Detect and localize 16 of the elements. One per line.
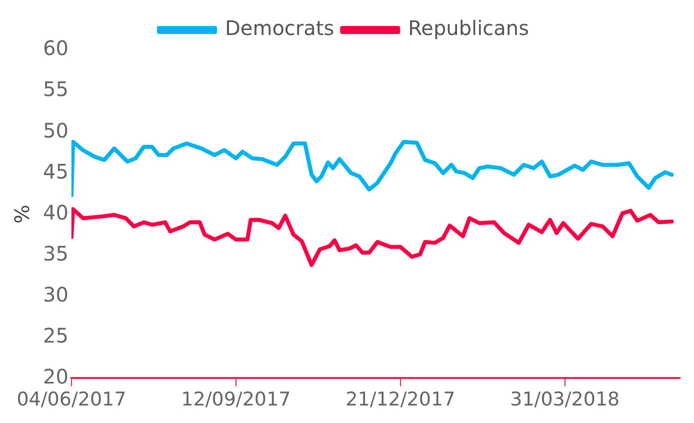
y-tick-label: 50 [42,118,68,142]
y-tick-label: 55 [42,77,68,102]
y-tick-label: 45 [42,159,68,184]
legend-label: Republicans [408,16,530,40]
x-tick-label: 31/03/2018 [510,388,620,411]
y-tick-label: 30 [42,282,68,306]
x-tick-label: 12/09/2017 [181,388,291,411]
y-tick-label: 25 [42,323,68,348]
legend-label: Democrats [225,16,334,40]
x-tick-label: 04/06/2017 [16,388,126,411]
y-axis-title: % [10,204,34,224]
y-tick-label: 40 [42,200,68,224]
y-tick-label: 60 [42,36,68,60]
x-tick-label: 21/12/2017 [346,388,456,411]
y-tick-label: 20 [42,364,68,388]
y-tick-label: 35 [42,241,68,266]
